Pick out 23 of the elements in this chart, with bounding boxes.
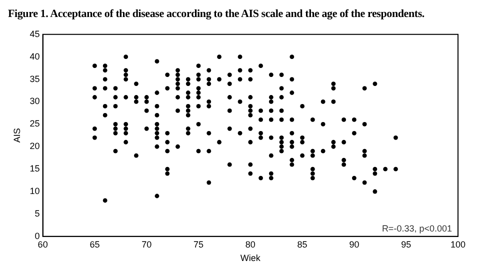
x-tick-label: 60 <box>38 239 48 250</box>
x-tick-label: 65 <box>90 239 100 250</box>
y-tick-label: 5 <box>34 208 40 218</box>
y-tick-label: 25 <box>30 118 40 129</box>
x-tick-label: 95 <box>401 239 412 250</box>
x-tick-label: 85 <box>297 239 308 250</box>
y-tick-label: 30 <box>30 96 40 106</box>
y-axis-title: AIS <box>12 128 22 143</box>
y-tick-label: 45 <box>30 28 40 39</box>
y-tick-label: 40 <box>30 51 40 62</box>
x-tick-label: 75 <box>194 239 204 250</box>
chart-title: Figure 1. Acceptance of the disease according to the AIS scale and the age of the respondents. <box>8 8 426 20</box>
y-tick-label: 20 <box>30 141 40 152</box>
y-tick-label: 15 <box>30 164 40 174</box>
x-tick-label: 80 <box>245 239 256 250</box>
x-tick-label: 90 <box>349 239 360 250</box>
y-tick-label: 0 <box>34 230 40 241</box>
x-axis-title: Wiek <box>240 253 261 264</box>
x-tick-label: 100 <box>450 239 466 250</box>
annotation: R=-0.33, p<0.001 <box>382 223 452 234</box>
x-tick-label: 70 <box>142 239 152 250</box>
y-tick-label: 35 <box>30 74 40 84</box>
y-tick-label: 10 <box>30 186 40 196</box>
